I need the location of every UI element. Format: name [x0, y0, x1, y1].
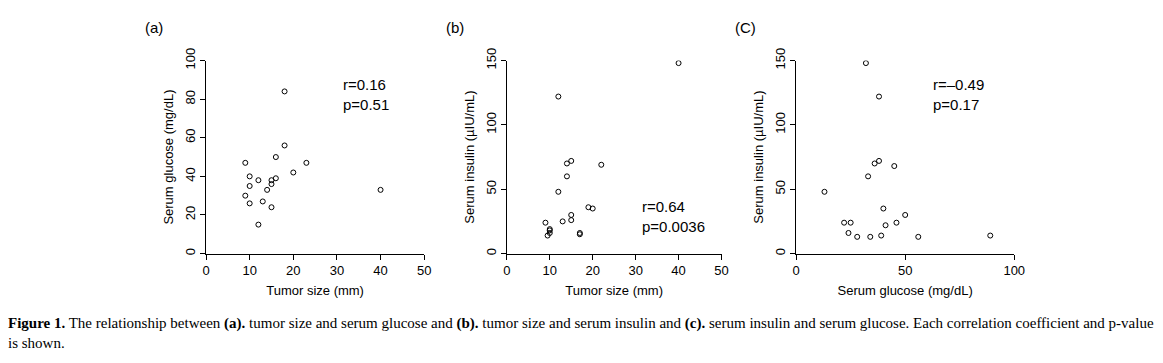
svg-text:0: 0	[202, 263, 209, 278]
svg-text:40: 40	[671, 263, 685, 278]
svg-text:20: 20	[585, 263, 599, 278]
svg-text:Serum insulin (µIU/mL): Serum insulin (µIU/mL)	[751, 90, 766, 223]
svg-text:80: 80	[183, 90, 198, 104]
svg-text:50: 50	[773, 180, 788, 194]
svg-text:r=0.16p=0.51: r=0.16p=0.51	[343, 76, 389, 113]
svg-text:Tumor size (mm): Tumor size (mm)	[266, 283, 364, 298]
svg-text:Serum insulin (µIU/mL): Serum insulin (µIU/mL)	[462, 90, 477, 223]
svg-text:100: 100	[1003, 263, 1025, 278]
svg-text:0: 0	[484, 248, 499, 255]
svg-text:150: 150	[773, 48, 788, 70]
svg-text:150: 150	[484, 48, 499, 70]
svg-text:0: 0	[793, 263, 800, 278]
svg-text:20: 20	[286, 263, 300, 278]
svg-text:10: 10	[543, 263, 557, 278]
svg-text:100: 100	[484, 112, 499, 134]
svg-text:Serum glucose (mg/dL): Serum glucose (mg/dL)	[838, 283, 973, 298]
svg-text:50: 50	[714, 263, 728, 278]
svg-text:0: 0	[503, 263, 510, 278]
svg-text:Tumor size (mm): Tumor size (mm)	[565, 283, 663, 298]
svg-text:0: 0	[773, 248, 788, 255]
svg-text:40: 40	[183, 167, 198, 181]
svg-text:40: 40	[373, 263, 387, 278]
svg-text:(b): (b)	[446, 19, 464, 36]
svg-text:50: 50	[484, 180, 499, 194]
svg-text:0: 0	[183, 248, 198, 255]
svg-text:10: 10	[242, 263, 256, 278]
svg-text:100: 100	[773, 112, 788, 134]
svg-text:(C): (C)	[735, 19, 756, 36]
svg-text:60: 60	[183, 129, 198, 143]
svg-text:100: 100	[183, 48, 198, 70]
svg-text:20: 20	[183, 206, 198, 220]
svg-text:30: 30	[628, 263, 642, 278]
svg-text:30: 30	[330, 263, 344, 278]
svg-text:50: 50	[417, 263, 431, 278]
svg-text:(a): (a)	[145, 19, 163, 36]
svg-text:r=0.64p=0.0036: r=0.64p=0.0036	[642, 198, 705, 235]
html-text:Figure 1. The relationship bet: Figure 1. The relationship between (a). …	[8, 315, 1154, 351]
svg-text:r=–0.49p=0.17: r=–0.49p=0.17	[933, 76, 984, 113]
svg-text:50: 50	[898, 263, 912, 278]
svg-text:Serum glucose (mg/dL): Serum glucose (mg/dL)	[161, 89, 176, 224]
